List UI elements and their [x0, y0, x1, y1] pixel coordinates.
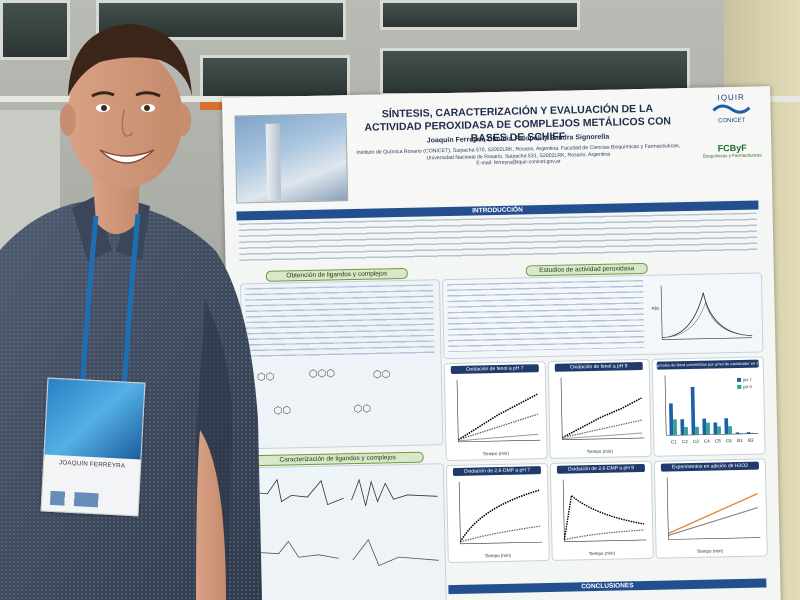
h2o2-title: Experimentos en adición de H2O2 [660, 461, 759, 472]
h2o2-panel: Experimentos en adición de H2O2 Tiempo (… [653, 458, 768, 559]
background-window [200, 55, 350, 100]
bar-c4-series-0 [702, 418, 707, 435]
conicet-logo-text: CONICET [718, 117, 746, 125]
dmp-ph9-title: Oxidación de 2,6-DMP a pH 9 [556, 463, 645, 474]
characterization-panel [243, 463, 447, 600]
dmp-ph9-plot [562, 479, 647, 542]
dmp-ph9-panel: Oxidación de 2,6-DMP a pH 9 Tiempo (min) [549, 460, 654, 561]
activity-intro-panel: Abs [441, 272, 764, 360]
legend-swatch [737, 377, 742, 383]
phenol-ph7-title: Oxidación de fenol a pH 7 [450, 364, 539, 375]
intro-text-lines [238, 212, 758, 264]
bar-c6-series-0 [724, 418, 729, 435]
dmp-ph9-xlabel: Tiempo (min) [588, 550, 616, 557]
fcbf-logo-sub: Bioquímicas y Farmacéuticas [702, 152, 762, 159]
bar-tick-label: C4 [704, 439, 710, 444]
bar-tick-label: C2 [682, 439, 688, 444]
background-window [0, 0, 70, 60]
spectrum-plot [251, 478, 439, 567]
background-railing [200, 100, 228, 110]
bar-c1-series-1 [673, 419, 678, 436]
bar-b2-series-0 [746, 432, 751, 434]
umol-bar-panel: μmoles de fenol convertidos por μmol de … [651, 356, 766, 457]
bar-tick-label: B1 [737, 438, 743, 443]
legend-swatch [737, 384, 742, 390]
dmp-ph7-title: Oxidación de 2,6-DMP a pH 7 [452, 466, 542, 476]
conicet-wave-icon [712, 104, 751, 114]
fcbf-logo: FCByF Bioquímicas y Farmacéuticas [701, 142, 764, 183]
bar-c5-series-1 [717, 426, 722, 435]
phenol-ph7-xlabel: Tiempo (min) [482, 450, 509, 457]
dmp-ph7-plot [458, 481, 543, 545]
bar-c2-series-1 [684, 427, 689, 436]
absorbance-spectrum-plot [660, 285, 753, 340]
background-window [380, 0, 580, 30]
phenol-ph9-title: Oxidación de fenol a pH 9 [554, 361, 643, 372]
contact-email: E-mail: ferreyra@iquir-conicet.gov.ar [476, 158, 561, 167]
bar-b1-series-1 [739, 433, 744, 434]
poster-header: SÍNTESIS, CARACTERIZACIÓN Y EVALUACIÓN D… [222, 86, 773, 210]
iquir-logo: IQUIR CONICET [704, 93, 759, 138]
phenol-ph7-panel: Oxidación de fenol a pH 7 Tiempo (min) [443, 361, 548, 462]
bar-c5-series-0 [713, 422, 718, 435]
absorbance-axis-label: Abs [651, 305, 660, 311]
bar-c3-series-0 [690, 386, 696, 435]
bar-c6-series-1 [728, 426, 733, 435]
phenol-ph7-plot [456, 379, 541, 443]
molecule-structure: ⬡⬡ [353, 403, 372, 416]
badge-sponsor-logos [49, 490, 131, 510]
molecule-structure: ⬡⬡⬡ [308, 368, 336, 380]
legend-entry: pH 9 [743, 384, 752, 389]
bar-tick-label: B2 [748, 438, 754, 443]
bar-tick-label: C5 [715, 438, 721, 443]
bar-b1-series-0 [735, 432, 740, 435]
legend-entry: pH 7 [743, 377, 752, 382]
phenol-ph9-panel: Oxidación de fenol a pH 9 Tiempo (min) [547, 358, 652, 459]
dmp-ph7-xlabel: Tiempo (min) [484, 552, 512, 559]
bar-c4-series-1 [706, 422, 711, 435]
phenol-ph9-plot [560, 377, 645, 440]
activity-text-lines [447, 279, 645, 353]
name-badge: JOAQUÍN FERREYRA [40, 377, 146, 517]
bar-c1-series-0 [669, 403, 674, 436]
phenol-ph9-xlabel: Tiempo (min) [586, 448, 613, 455]
research-poster: SÍNTESIS, CARACTERIZACIÓN Y EVALUACIÓN D… [222, 86, 781, 600]
badge-name: JOAQUÍN FERREYRA [58, 459, 126, 470]
dmp-ph7-panel: Oxidación de 2,6-DMP a pH 7 Tiempo (min) [445, 462, 550, 564]
h2o2-xlabel: Tiempo (min) [696, 548, 724, 554]
molecule-structure: ⬡⬡ [372, 369, 391, 381]
bar-tick-label: C1 [671, 439, 677, 444]
fcbf-logo-text: FCByF [717, 142, 747, 154]
bar-c3-series-1 [695, 426, 700, 435]
h2o2-plot [666, 477, 761, 540]
bar-b2-series-1 [750, 432, 755, 434]
conclusions-heading: CONCLUSIONES [448, 578, 767, 595]
bar-tick-label: C6 [726, 438, 732, 443]
umol-bar-title: μmoles de fenol convertidos por μmol de … [656, 359, 759, 375]
badge-graphic [44, 378, 145, 460]
bar-c2-series-0 [680, 419, 685, 436]
bar-tick-label: C3 [693, 439, 699, 444]
poster-affiliation: Instituto de Química Rosario (CONICET), … [353, 143, 683, 170]
umol-bar-chart: C1 C2 C3 C4 C5 C6 B1 B2 pH 7 pH 9 [664, 375, 759, 444]
